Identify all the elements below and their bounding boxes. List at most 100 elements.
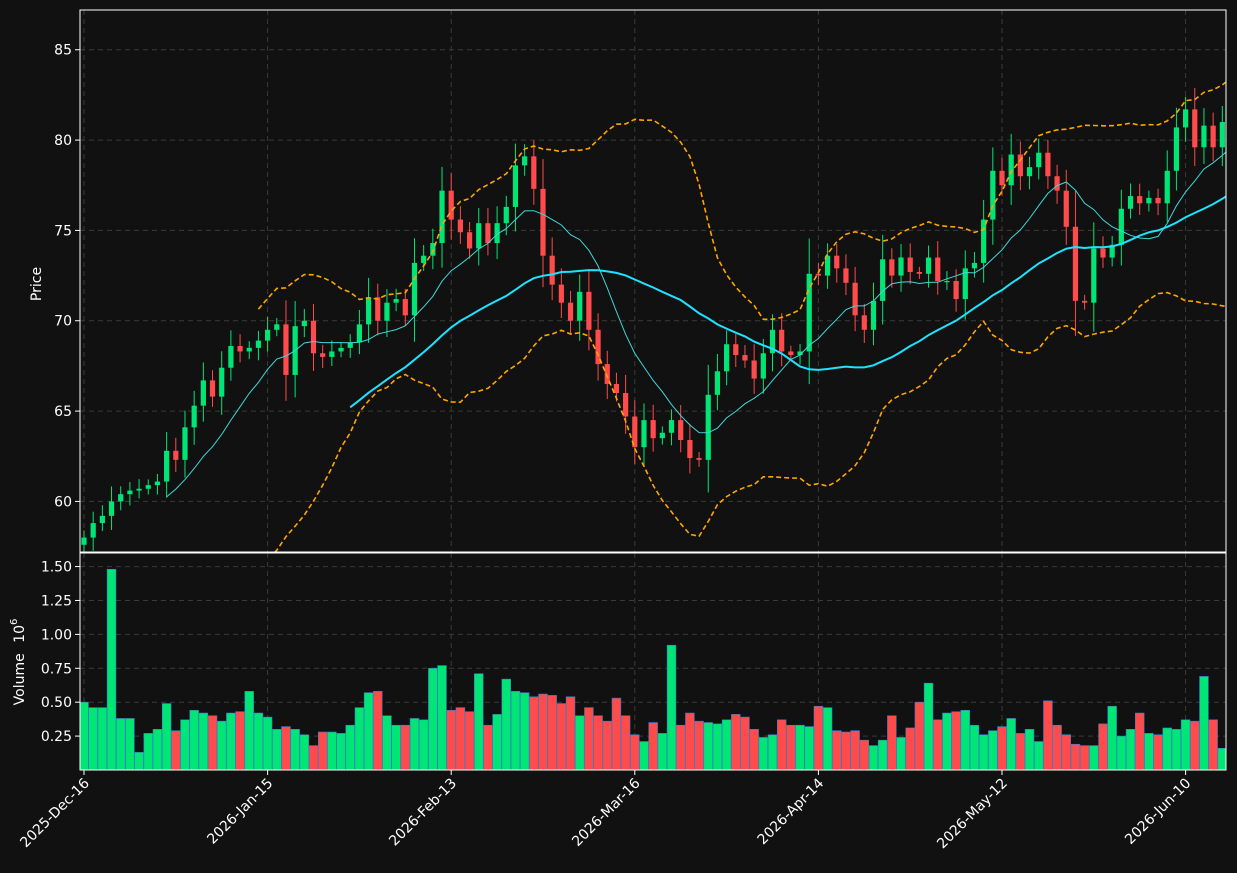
candle-body — [1118, 208, 1124, 245]
candle-body — [880, 259, 886, 301]
candle-body — [1054, 176, 1060, 191]
volume-bar — [1034, 741, 1044, 770]
volume-bar — [602, 720, 612, 770]
price-tick-label: 85 — [54, 43, 72, 59]
volume-bar — [501, 678, 511, 770]
candle-body — [852, 282, 858, 316]
volume-bar — [1043, 700, 1053, 770]
volume-bar — [1125, 729, 1136, 770]
volume-bar — [1162, 727, 1172, 770]
candle-body — [182, 427, 188, 460]
candle-body — [999, 170, 1005, 186]
candle-body — [815, 273, 821, 276]
price-tick-label: 70 — [54, 314, 72, 330]
candle-body — [164, 450, 170, 482]
candle-body — [760, 353, 766, 379]
candle-body — [650, 420, 656, 439]
volume-bar — [529, 696, 539, 770]
volume-bar — [373, 691, 383, 770]
candle-body — [90, 523, 96, 538]
candle-body — [1100, 248, 1106, 258]
price-tick-label: 60 — [54, 494, 72, 510]
candle-body — [485, 223, 491, 244]
candle-body — [1192, 109, 1198, 148]
volume-bar — [841, 731, 851, 770]
volume-bar — [308, 745, 319, 770]
volume-bar — [657, 733, 668, 770]
volume-bar — [960, 710, 970, 770]
volume-bar — [464, 711, 475, 770]
candle-body — [788, 351, 794, 356]
volume-axis-label: Volume 106 — [9, 619, 28, 706]
candle-body — [751, 360, 757, 379]
candle-body — [834, 255, 840, 269]
volume-bar — [804, 726, 814, 770]
volume-bar — [933, 719, 943, 770]
candle-body — [99, 515, 105, 524]
candle-body — [329, 351, 335, 357]
volume-bar — [363, 692, 374, 770]
volume-bar — [1171, 729, 1182, 770]
candle-body — [402, 299, 408, 316]
volume-bar — [1089, 745, 1099, 770]
volume-bar — [1006, 718, 1016, 770]
volume-bar — [1190, 720, 1200, 770]
candle-body — [191, 405, 197, 428]
candle-body — [1026, 167, 1033, 177]
volume-bar — [152, 729, 163, 770]
candle-body — [81, 537, 87, 545]
volume-bar — [217, 720, 227, 770]
volume-bar — [850, 730, 860, 770]
candle-body — [283, 324, 289, 375]
volume-axis-exponent: 6 — [9, 619, 20, 625]
volume-bar — [189, 710, 199, 770]
slow-moving-average-line — [349, 195, 1226, 409]
volume-bar — [813, 705, 824, 770]
candle-body — [503, 206, 509, 224]
volume-bar — [226, 712, 236, 770]
candle-body — [678, 420, 684, 440]
volume-bar — [978, 734, 989, 770]
candle-body — [384, 302, 390, 321]
volume-bar — [317, 731, 328, 770]
candle-body — [898, 257, 904, 276]
volume-bar — [795, 724, 805, 770]
candle-body — [687, 439, 693, 459]
candle-body — [1017, 154, 1023, 177]
volume-bar — [758, 737, 769, 770]
candle-body — [1082, 300, 1088, 303]
candle-body — [742, 355, 748, 361]
volume-bar — [483, 724, 493, 770]
volume-bar — [648, 722, 658, 770]
candle-body — [411, 262, 418, 316]
volume-bar — [620, 715, 631, 770]
volume-bar — [382, 715, 392, 770]
volume-bar — [455, 707, 466, 770]
candle-body — [1164, 170, 1170, 204]
candle-body — [641, 420, 647, 448]
candle-body — [659, 432, 665, 439]
volume-tick-label: 0.25 — [41, 729, 72, 745]
price-panel-frame — [79, 9, 1227, 553]
volume-bars — [80, 568, 1226, 770]
volume-bar — [675, 724, 686, 770]
candle-body — [595, 329, 601, 365]
volume-bar — [575, 715, 585, 770]
price-tick-label: 65 — [54, 404, 72, 420]
volume-axis-base: 10 — [12, 625, 28, 643]
candle-body — [577, 291, 583, 321]
volume-bar — [565, 696, 576, 770]
volume-tick-label: 0.75 — [41, 661, 72, 677]
volume-axis-label-text: Volume — [12, 653, 28, 705]
candle-body — [522, 156, 528, 166]
candle-body — [668, 420, 675, 433]
candle-body — [1091, 248, 1097, 303]
candle-body — [916, 271, 922, 274]
candle-body — [108, 501, 115, 516]
candle-body — [981, 219, 987, 263]
volume-bar — [106, 568, 117, 770]
candle-body — [558, 284, 564, 303]
candle-body — [870, 300, 877, 330]
volume-bar — [281, 726, 291, 770]
candle-body — [145, 485, 151, 489]
